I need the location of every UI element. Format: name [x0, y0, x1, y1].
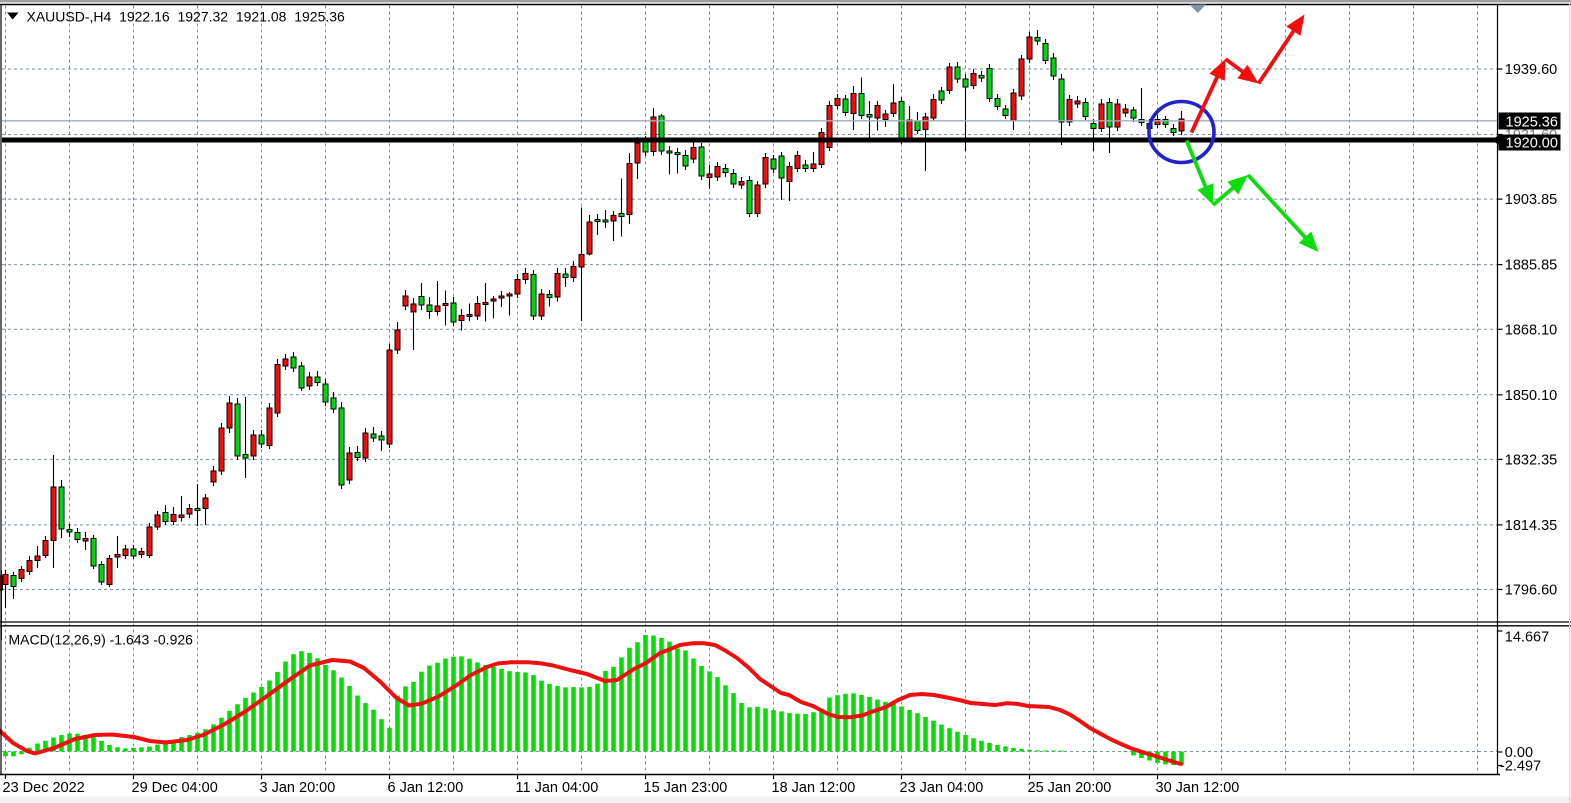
- svg-text:1814.35: 1814.35: [1505, 518, 1557, 534]
- svg-text:1885.85: 1885.85: [1505, 258, 1557, 274]
- svg-text:23 Dec 2022: 23 Dec 2022: [3, 780, 85, 796]
- svg-text:25 Jan 20:00: 25 Jan 20:00: [1028, 780, 1112, 796]
- svg-text:MACD(12,26,9) -1.643 -0.926: MACD(12,26,9) -1.643 -0.926: [9, 631, 194, 647]
- svg-text:1850.10: 1850.10: [1505, 388, 1557, 404]
- svg-text:1920.00: 1920.00: [1506, 136, 1558, 152]
- svg-text:1832.35: 1832.35: [1505, 452, 1557, 468]
- svg-text:29 Dec 04:00: 29 Dec 04:00: [132, 780, 218, 796]
- svg-text:11 Jan 04:00: 11 Jan 04:00: [516, 780, 599, 796]
- svg-text:1939.60: 1939.60: [1505, 62, 1557, 78]
- svg-text:6 Jan 12:00: 6 Jan 12:00: [388, 780, 464, 796]
- svg-text:1868.10: 1868.10: [1505, 322, 1557, 338]
- svg-text:0.00: 0.00: [1505, 745, 1533, 761]
- svg-text:30 Jan 12:00: 30 Jan 12:00: [1156, 780, 1240, 796]
- svg-text:15 Jan 23:00: 15 Jan 23:00: [644, 780, 728, 796]
- svg-text:1903.85: 1903.85: [1505, 192, 1557, 208]
- svg-text:3 Jan 20:00: 3 Jan 20:00: [260, 780, 336, 796]
- svg-text:23 Jan 04:00: 23 Jan 04:00: [900, 780, 984, 796]
- svg-text:1925.36: 1925.36: [1506, 114, 1558, 130]
- svg-text:14.667: 14.667: [1505, 630, 1549, 646]
- svg-text:-2.497: -2.497: [1500, 759, 1541, 775]
- svg-text:1796.60: 1796.60: [1505, 583, 1557, 599]
- svg-text:XAUUSD-,H4 1922.16 1927.32: XAUUSD-,H4 1922.16 1927.32 1921.08 1925.…: [27, 8, 346, 24]
- svg-text:18 Jan 12:00: 18 Jan 12:00: [772, 780, 856, 796]
